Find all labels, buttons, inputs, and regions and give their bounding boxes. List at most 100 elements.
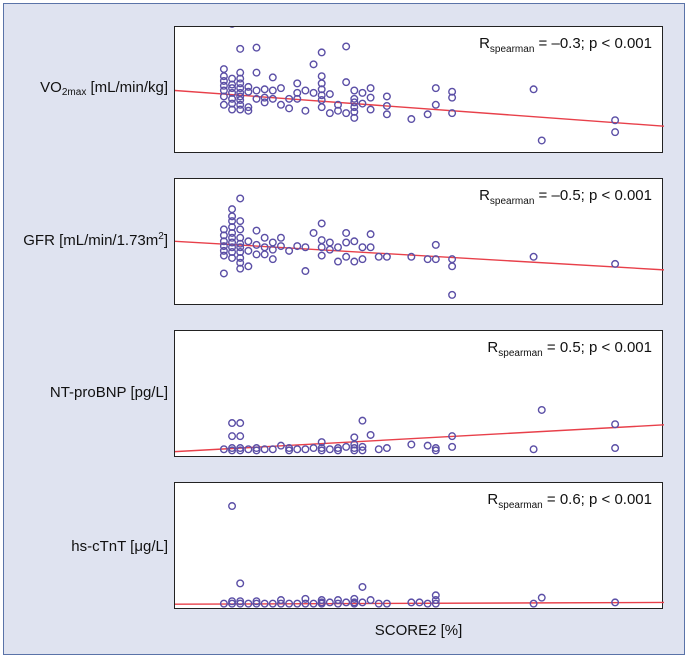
data-point-gfr	[276, 233, 285, 242]
data-point-hs-ctnt	[537, 593, 546, 602]
data-point-hs-ctnt	[252, 599, 261, 608]
data-point-gfr	[350, 237, 359, 246]
data-point-gfr	[317, 236, 326, 245]
data-point-vo2max	[382, 101, 391, 110]
data-point-vo2max	[293, 79, 302, 88]
data-point-vo2max	[366, 93, 375, 102]
data-point-gfr	[228, 212, 237, 221]
data-point-nt-probnp	[448, 442, 457, 451]
data-point-gfr	[219, 242, 228, 251]
data-point-vo2max	[268, 86, 277, 95]
data-point-gfr	[529, 252, 538, 261]
data-point-gfr	[342, 252, 351, 261]
data-point-nt-probnp	[529, 445, 538, 454]
data-point-gfr	[252, 240, 261, 249]
data-point-gfr	[407, 252, 416, 261]
data-point-vo2max	[236, 92, 245, 101]
data-point-vo2max	[366, 84, 375, 93]
data-point-nt-probnp	[260, 445, 269, 454]
data-point-gfr	[301, 267, 310, 276]
data-point-nt-probnp	[285, 444, 294, 453]
data-point-gfr	[219, 269, 228, 278]
data-point-hs-ctnt	[431, 596, 440, 605]
data-point-hs-ctnt	[219, 599, 228, 608]
data-point-nt-probnp	[268, 445, 277, 454]
data-point-hs-ctnt	[301, 599, 310, 608]
data-point-hs-ctnt	[236, 599, 245, 608]
data-point-gfr	[301, 243, 310, 252]
y-label-vo2max: VO2max [mL/min/kg]	[40, 79, 168, 98]
data-point-nt-probnp	[301, 445, 310, 454]
data-point-nt-probnp	[358, 446, 367, 455]
data-point-vo2max	[252, 43, 261, 52]
data-point-nt-probnp	[228, 444, 237, 453]
y-label-nt-probnp: NT-proBNP [pg/L]	[49, 384, 168, 401]
data-point-hs-ctnt	[252, 597, 261, 606]
data-point-hs-ctnt	[529, 599, 538, 608]
data-point-vo2max	[276, 84, 285, 93]
data-point-gfr	[219, 237, 228, 246]
data-point-vo2max	[276, 100, 285, 109]
plot-panel-hs-ctnt: Rspearman = 0.6; p < 0.001	[174, 482, 664, 609]
data-point-gfr	[228, 243, 237, 252]
data-point-vo2max	[382, 92, 391, 101]
data-point-gfr	[285, 246, 294, 255]
data-point-gfr	[228, 253, 237, 262]
stat-annotation-nt-probnp: Rspearman = 0.5; p < 0.001	[487, 339, 652, 359]
data-point-nt-probnp	[407, 440, 416, 449]
data-point-gfr	[325, 238, 334, 247]
data-point-vo2max	[236, 44, 245, 53]
data-point-vo2max	[236, 79, 245, 88]
plot-panel-gfr: Rspearman = –0.5; p < 0.001	[174, 178, 664, 305]
data-point-nt-probnp	[333, 444, 342, 453]
data-point-vo2max	[350, 98, 359, 107]
data-point-nt-probnp	[611, 444, 620, 453]
data-point-vo2max	[219, 81, 228, 90]
data-point-vo2max	[236, 84, 245, 93]
data-point-vo2max	[309, 60, 318, 69]
data-point-hs-ctnt	[407, 598, 416, 607]
data-point-gfr	[374, 252, 383, 261]
data-point-gfr	[309, 228, 318, 237]
data-point-gfr	[236, 264, 245, 273]
data-point-hs-ctnt	[350, 594, 359, 603]
data-point-gfr	[260, 233, 269, 242]
data-point-gfr	[358, 243, 367, 252]
data-point-gfr	[423, 255, 432, 264]
data-point-vo2max	[317, 96, 326, 105]
data-point-hs-ctnt	[317, 596, 326, 605]
data-point-nt-probnp	[366, 430, 375, 439]
data-point-vo2max	[244, 87, 253, 96]
data-point-hs-ctnt	[317, 599, 326, 608]
data-point-gfr	[244, 246, 253, 255]
data-point-hs-ctnt	[293, 599, 302, 608]
data-point-vo2max	[529, 85, 538, 94]
data-point-nt-probnp	[236, 444, 245, 453]
data-point-vo2max	[244, 82, 253, 91]
data-point-gfr	[236, 194, 245, 203]
data-point-hs-ctnt	[611, 598, 620, 607]
data-point-nt-probnp	[358, 416, 367, 425]
data-point-vo2max	[228, 94, 237, 103]
data-point-hs-ctnt	[268, 599, 277, 608]
data-point-hs-ctnt	[431, 599, 440, 608]
data-point-nt-probnp	[342, 442, 351, 451]
data-point-gfr	[236, 239, 245, 248]
data-point-vo2max	[219, 65, 228, 74]
data-point-vo2max	[260, 93, 269, 102]
data-point-gfr	[219, 251, 228, 260]
data-point-vo2max	[252, 86, 261, 95]
data-point-gfr	[228, 228, 237, 237]
data-point-vo2max	[350, 94, 359, 103]
data-point-hs-ctnt	[333, 599, 342, 608]
data-point-vo2max	[358, 99, 367, 108]
data-point-nt-probnp	[236, 446, 245, 455]
data-point-nt-probnp	[537, 405, 546, 414]
data-point-vo2max	[236, 100, 245, 109]
data-point-gfr	[448, 290, 457, 299]
data-point-hs-ctnt	[244, 599, 253, 608]
data-point-gfr	[268, 238, 277, 247]
data-point-vo2max	[358, 88, 367, 97]
data-point-vo2max	[342, 109, 351, 118]
data-point-hs-ctnt	[333, 596, 342, 605]
